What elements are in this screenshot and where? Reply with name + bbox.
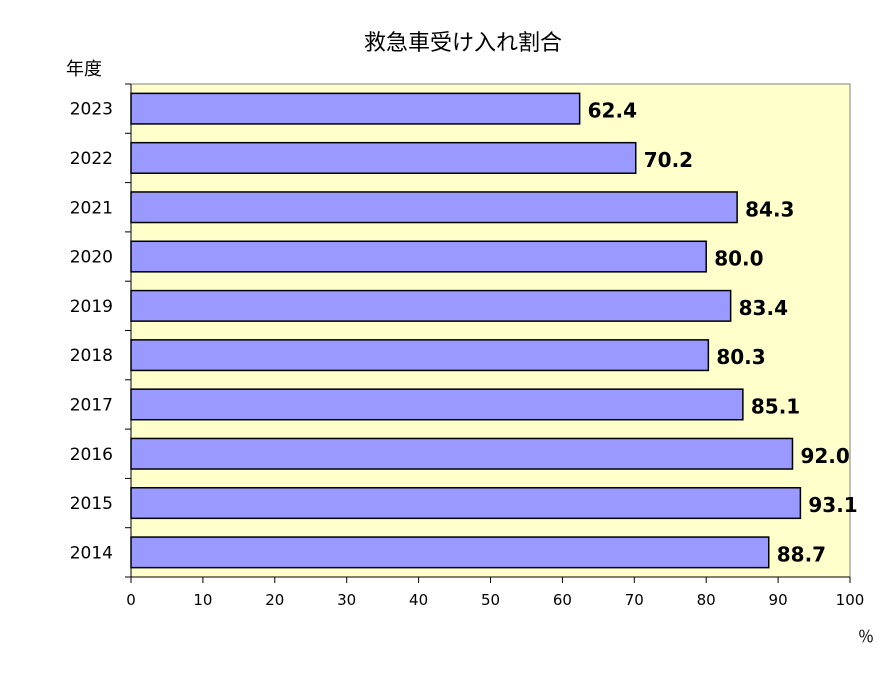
data-label: 85.1 xyxy=(751,394,800,418)
x-tick-label: 70 xyxy=(625,591,644,609)
y-axis-title: 年度 xyxy=(66,59,102,80)
x-tick-label: 40 xyxy=(409,591,428,609)
category-label: 2018 xyxy=(70,346,113,366)
x-tick-label: 100 xyxy=(836,591,865,609)
data-label: 62.4 xyxy=(588,99,637,123)
bar-2015 xyxy=(130,487,802,520)
category-label: 2022 xyxy=(70,149,113,169)
x-axis-unit: ％ xyxy=(858,627,874,646)
labels-layer: 2023 62.4 2022 70.2 2021 84.3 2020 80.0 2019 83.4… xyxy=(70,99,858,567)
category-label: 2021 xyxy=(70,198,113,218)
data-label: 92.0 xyxy=(800,444,849,468)
bar-2022 xyxy=(130,141,637,174)
bar-2019 xyxy=(130,289,732,322)
category-label: 2020 xyxy=(70,248,113,268)
data-label: 80.0 xyxy=(714,247,763,271)
x-tick-label: 50 xyxy=(481,591,500,609)
bar-2016 xyxy=(130,437,794,470)
data-label: 84.3 xyxy=(745,197,794,221)
chart-title: 救急車受け入れ割合 xyxy=(364,31,562,56)
category-label: 2017 xyxy=(70,395,113,415)
data-label: 93.1 xyxy=(808,493,857,517)
bar-2018 xyxy=(130,339,710,372)
x-tick-label: 0 xyxy=(126,591,136,609)
category-label: 2015 xyxy=(70,494,113,514)
category-label: 2014 xyxy=(70,543,113,563)
data-label: 70.2 xyxy=(644,148,693,172)
x-tick-label: 90 xyxy=(769,591,788,609)
x-tick-label: 20 xyxy=(265,591,284,609)
data-label: 83.4 xyxy=(739,296,788,320)
bar-2017 xyxy=(130,388,744,421)
x-tick-label: 30 xyxy=(337,591,356,609)
category-label: 2023 xyxy=(70,100,113,120)
x-tick-label: 10 xyxy=(193,591,212,609)
bar-2023 xyxy=(130,92,581,125)
x-tick-label: 80 xyxy=(697,591,716,609)
bars-layer xyxy=(130,92,802,569)
data-label: 88.7 xyxy=(777,542,826,566)
category-label: 2019 xyxy=(70,297,113,317)
bar-2014 xyxy=(130,536,770,569)
bar-2020 xyxy=(130,240,707,273)
axis-layer: 0 10 20 30 40 50 60 70 80 90 100 xyxy=(125,83,865,609)
data-label: 80.3 xyxy=(716,345,765,369)
category-label: 2016 xyxy=(70,445,113,465)
bar-2021 xyxy=(130,191,738,224)
x-tick-label: 60 xyxy=(553,591,572,609)
